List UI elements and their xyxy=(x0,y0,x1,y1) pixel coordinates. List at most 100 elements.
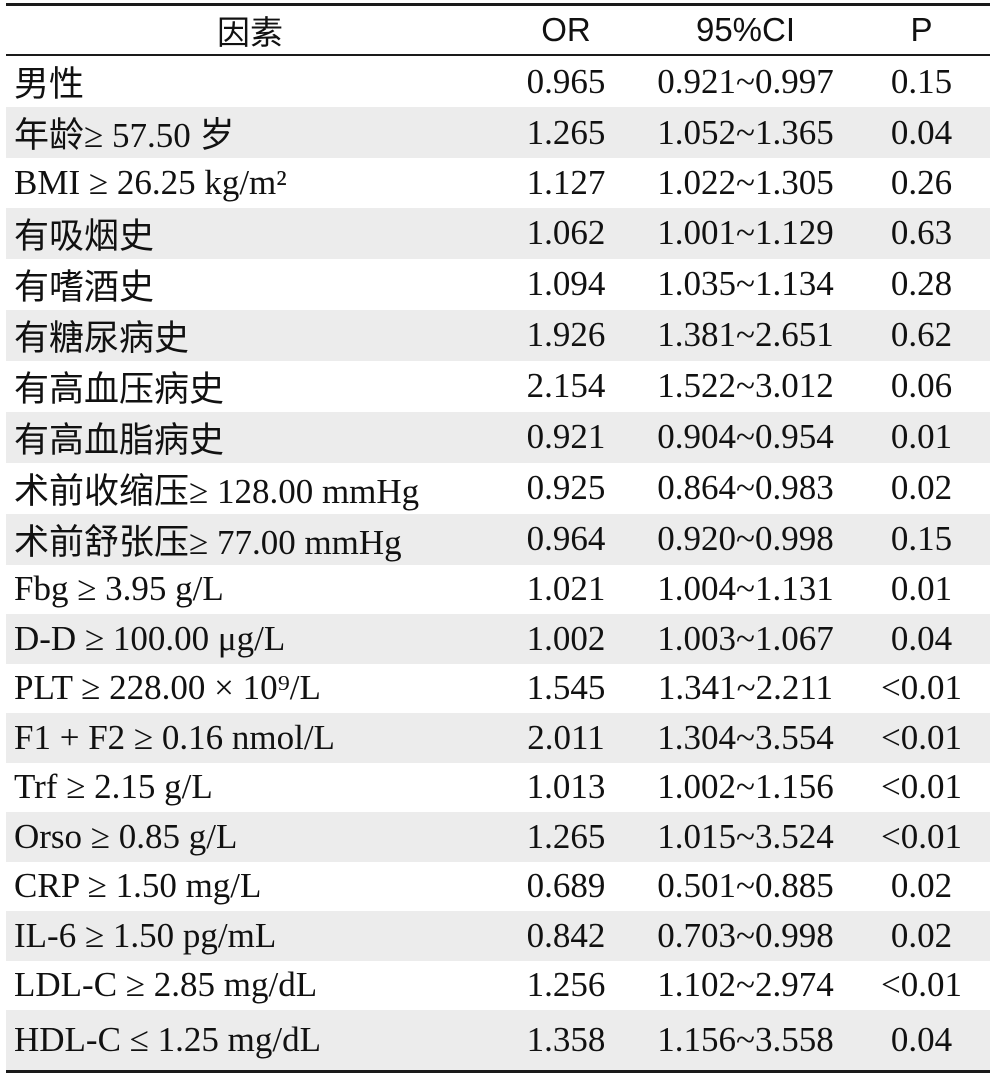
factor-cell: F1 + F2 ≥ 0.16 nmol/L xyxy=(6,713,494,763)
table-row: 术前舒张压≥ 77.00 mmHg 0.964 0.920~0.998 0.15 xyxy=(6,513,990,565)
table-row: 有吸烟史 1.062 1.001~1.129 0.63 xyxy=(6,207,990,259)
factor-cell: 男性 xyxy=(14,65,85,104)
table-header: 因素 OR 95%CI P xyxy=(6,3,990,56)
factor-cell: Fbg ≥ 3.95 g/L xyxy=(14,569,224,609)
factor-cell: 术前舒张压≥ 77.00 mmHg xyxy=(6,513,494,565)
p-cell: 0.04 xyxy=(853,107,990,158)
p-cell: 0.02 xyxy=(853,911,990,961)
table-row: Trf ≥ 2.15 g/L 1.013 1.002~1.156 <0.01 xyxy=(6,763,990,813)
p-cell: 0.62 xyxy=(853,309,990,361)
p-cell: 0.01 xyxy=(853,411,990,463)
factor-cell: BMI ≥ 26.25 kg/m² xyxy=(14,162,287,202)
p-cell: <0.01 xyxy=(881,668,962,708)
factor-cell: 术前收缩压≥ 128.00 mmHg xyxy=(14,471,420,511)
or-cell: 0.921 xyxy=(494,411,638,463)
factor-cell: LDL-C ≥ 2.85 mg/dL xyxy=(14,965,318,1005)
p-cell: 0.02 xyxy=(890,468,953,507)
p-cell: 0.26 xyxy=(890,162,953,202)
table-row: Orso ≥ 0.85 g/L 1.265 1.015~3.524 <0.01 xyxy=(6,812,990,862)
ci-cell: 1.381~2.651 xyxy=(638,309,853,361)
table-row: 有嗜酒史 1.094 1.035~1.134 0.28 xyxy=(6,259,990,310)
ci-cell: 1.102~2.974 xyxy=(657,965,834,1005)
table-row: D-D ≥ 100.00 μg/L 1.002 1.003~1.067 0.04 xyxy=(6,614,990,664)
table-row: HDL-C ≤ 1.25 mg/dL 1.358 1.156~3.558 0.04 xyxy=(6,1010,990,1073)
ci-cell: 1.341~2.211 xyxy=(657,668,834,708)
ci-cell: 1.035~1.134 xyxy=(657,264,834,303)
or-cell: 1.265 xyxy=(494,812,638,862)
table-row: 有高血压病史 2.154 1.522~3.012 0.06 xyxy=(6,361,990,412)
ci-cell: 0.703~0.998 xyxy=(638,911,853,961)
ci-cell: 0.904~0.954 xyxy=(638,411,853,463)
header-row: 因素 OR 95%CI P xyxy=(6,3,990,56)
p-cell: 0.15 xyxy=(853,513,990,565)
p-cell: 0.04 xyxy=(853,1010,990,1073)
or-cell: 1.021 xyxy=(526,569,606,609)
ci-cell: 0.864~0.983 xyxy=(657,468,834,507)
p-cell: 0.04 xyxy=(853,614,990,664)
ci-cell: 1.015~3.524 xyxy=(638,812,853,862)
or-cell: 2.154 xyxy=(526,366,606,405)
ci-cell: 1.004~1.131 xyxy=(657,569,834,609)
factor-cell: 有吸烟史 xyxy=(6,207,494,259)
or-cell: 1.013 xyxy=(526,767,606,807)
table-row: Fbg ≥ 3.95 g/L 1.021 1.004~1.131 0.01 xyxy=(6,565,990,615)
p-cell: 0.01 xyxy=(890,569,953,609)
or-cell: 2.011 xyxy=(494,713,638,763)
or-cell: 0.689 xyxy=(526,866,606,906)
ci-cell: 1.156~3.558 xyxy=(638,1010,853,1073)
p-cell: <0.01 xyxy=(853,713,990,763)
or-cell: 1.062 xyxy=(494,207,638,259)
table-row: 有高血脂病史 0.921 0.904~0.954 0.01 xyxy=(6,411,990,463)
ci-cell: 0.920~0.998 xyxy=(638,513,853,565)
p-cell: 0.15 xyxy=(890,61,953,101)
factor-cell: 有糖尿病史 xyxy=(6,309,494,361)
factor-cell: 有高血压病史 xyxy=(14,369,225,409)
ci-cell: 1.304~3.554 xyxy=(638,713,853,763)
table-row: PLT ≥ 228.00 × 10⁹/L 1.545 1.341~2.211 <0.0… xyxy=(6,664,990,714)
table-row: LDL-C ≥ 2.85 mg/dL 1.256 1.102~2.974 <0.01 xyxy=(6,961,990,1011)
table-body: 男性 0.965 0.921~0.997 0.15 年龄≥ 57.50 岁 1.265 1.… xyxy=(6,55,990,1073)
table-row: F1 + F2 ≥ 0.16 nmol/L 2.011 1.304~3.554 <0.… xyxy=(6,713,990,763)
table-row: 术前收缩压≥ 128.00 mmHg 0.925 0.864~0.983 0.02 xyxy=(6,463,990,514)
table-row: BMI ≥ 26.25 kg/m² 1.127 1.022~1.305 0.26 xyxy=(6,158,990,208)
or-cell: 0.842 xyxy=(494,911,638,961)
ci-cell: 1.022~1.305 xyxy=(657,162,834,202)
table-row: IL-6 ≥ 1.50 pg/mL 0.842 0.703~0.998 0.02 xyxy=(6,911,990,961)
or-cell: 1.256 xyxy=(526,965,606,1005)
table-row: 有糖尿病史 1.926 1.381~2.651 0.62 xyxy=(6,309,990,361)
risk-factor-table: 因素 OR 95%CI P 男性 0.965 0.921~0.997 0.15 年龄≥ … xyxy=(6,3,990,1073)
table-row: CRP ≥ 1.50 mg/L 0.689 0.501~0.885 0.02 xyxy=(6,862,990,912)
ci-cell: 1.052~1.365 xyxy=(638,107,853,158)
factor-cell: HDL-C ≤ 1.25 mg/dL xyxy=(6,1010,494,1073)
or-cell: 1.002 xyxy=(494,614,638,664)
p-cell: 0.63 xyxy=(853,207,990,259)
table-row: 男性 0.965 0.921~0.997 0.15 xyxy=(6,55,990,107)
or-cell: 0.965 xyxy=(526,61,606,101)
ci-cell: 1.001~1.129 xyxy=(638,207,853,259)
factor-cell: IL-6 ≥ 1.50 pg/mL xyxy=(6,911,494,961)
factor-cell: 有高血脂病史 xyxy=(6,411,494,463)
p-cell: 0.28 xyxy=(890,264,953,303)
or-cell: 0.964 xyxy=(494,513,638,565)
header-factor: 因素 xyxy=(6,3,494,56)
or-cell: 1.127 xyxy=(526,162,606,202)
factor-cell: PLT ≥ 228.00 × 10⁹/L xyxy=(14,668,321,708)
p-cell: <0.01 xyxy=(881,965,962,1005)
ci-cell: 0.501~0.885 xyxy=(657,866,834,906)
factor-cell: Orso ≥ 0.85 g/L xyxy=(6,812,494,862)
ci-cell: 1.003~1.067 xyxy=(638,614,853,664)
or-cell: 1.358 xyxy=(494,1010,638,1073)
factor-cell: Trf ≥ 2.15 g/L xyxy=(14,767,213,807)
or-cell: 1.265 xyxy=(494,107,638,158)
or-cell: 0.925 xyxy=(526,468,606,507)
ci-cell: 0.921~0.997 xyxy=(657,61,834,101)
factor-cell: CRP ≥ 1.50 mg/L xyxy=(14,866,262,906)
ci-cell: 1.522~3.012 xyxy=(657,366,834,405)
p-cell: 0.06 xyxy=(890,366,953,405)
p-cell: <0.01 xyxy=(853,812,990,862)
factor-cell: 有嗜酒史 xyxy=(14,267,155,307)
ci-cell: 1.002~1.156 xyxy=(657,767,834,807)
header-or: OR xyxy=(494,3,638,56)
factor-cell: D-D ≥ 100.00 μg/L xyxy=(6,614,494,664)
p-cell: 0.02 xyxy=(890,866,953,906)
